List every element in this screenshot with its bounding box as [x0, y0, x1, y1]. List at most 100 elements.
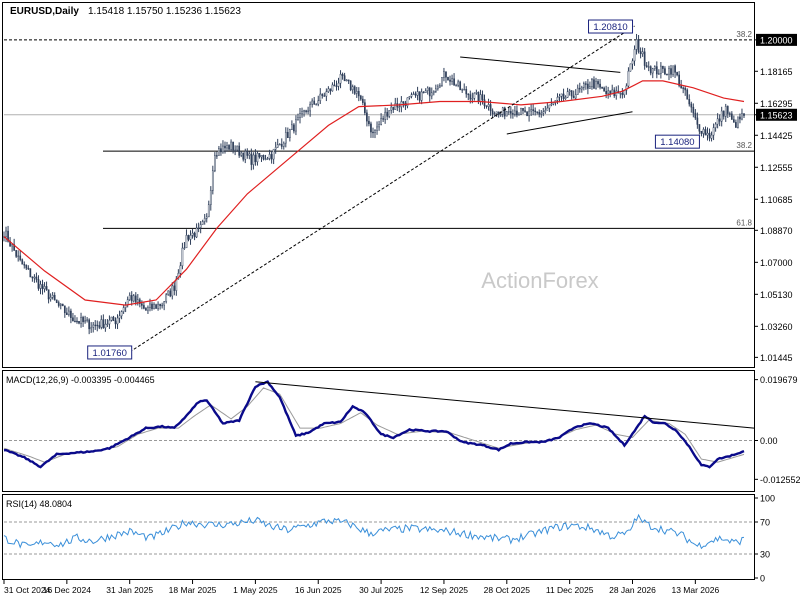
candle-body-291 — [593, 79, 595, 89]
candle-body-108 — [222, 145, 224, 153]
candle-body-284 — [578, 87, 581, 90]
candle-body-238 — [485, 105, 488, 107]
candle-body-278 — [566, 91, 569, 98]
candle-body-312 — [635, 39, 638, 50]
candle-body-102 — [209, 190, 212, 205]
candle-body-123 — [252, 154, 255, 165]
candle-body-21 — [45, 286, 48, 291]
candle-body-269 — [548, 104, 551, 109]
candle-body-275 — [560, 93, 563, 97]
candle-body-274 — [558, 95, 561, 98]
candle-body-280 — [570, 90, 573, 97]
candle-body-28 — [59, 304, 62, 306]
candle-body-160 — [327, 88, 330, 92]
x-tick-label-6: 30 Jul 2025 — [359, 585, 403, 595]
candle-body-246 — [501, 107, 504, 115]
candle-body-100 — [205, 216, 208, 219]
chart-header-ohlc: 1.15418 1.15750 1.15236 1.15623 — [88, 6, 241, 17]
price-annotation-2: 1.01760 — [93, 348, 127, 359]
candle-body-189 — [386, 111, 389, 117]
candle-body-90 — [185, 235, 188, 249]
candle-body-239 — [487, 104, 490, 107]
candle-body-350 — [712, 127, 715, 136]
candle-body-59 — [122, 307, 125, 312]
candle-body-62 — [128, 295, 131, 300]
candle-body-91 — [187, 235, 190, 240]
candle-body-125 — [256, 153, 259, 163]
price-y-tick-label-4: 1.14425 — [760, 131, 793, 141]
candle-body-40 — [84, 320, 86, 323]
candle-body-174 — [355, 90, 358, 94]
candle-body-258 — [526, 111, 528, 117]
candle-body-332 — [676, 72, 678, 76]
candle-body-217 — [443, 71, 445, 78]
candle-body-171 — [349, 80, 352, 91]
candle-body-348 — [708, 132, 711, 139]
candle-body-241 — [491, 110, 494, 114]
candle-body-235 — [479, 94, 482, 102]
candle-body-87 — [179, 265, 182, 274]
candle-body-203 — [414, 93, 417, 96]
candle-body-330 — [672, 65, 674, 75]
candle-body-304 — [619, 92, 622, 95]
candle-body-192 — [392, 106, 395, 110]
candle-body-362 — [737, 116, 739, 128]
candle-body-356 — [724, 106, 727, 117]
candle-body-187 — [382, 118, 384, 120]
candle-body-96 — [197, 227, 200, 229]
macd-y-tick-label-1: 0.00 — [760, 436, 778, 446]
candle-body-22 — [47, 289, 50, 300]
candle-body-202 — [412, 93, 415, 95]
candle-body-44 — [92, 324, 95, 328]
candle-body-154 — [315, 103, 318, 106]
rsi-title: RSI(14) 48.0804 — [6, 499, 72, 509]
candle-body-237 — [483, 99, 486, 106]
candle-body-316 — [643, 51, 646, 66]
candle-body-24 — [51, 295, 54, 298]
candle-body-37 — [78, 320, 80, 324]
candle-body-48 — [100, 319, 103, 328]
price-trendline-2 — [506, 111, 633, 135]
candle-body-10 — [23, 264, 26, 266]
candle-body-36 — [76, 320, 78, 323]
candle-body-353 — [718, 118, 721, 122]
candle-body-109 — [224, 145, 226, 149]
candle-body-73 — [151, 303, 153, 309]
rsi-panel-frame — [2, 494, 755, 580]
candle-body-35 — [74, 320, 76, 323]
candle-body-131 — [268, 154, 271, 159]
candle-body-106 — [218, 148, 220, 156]
price-y-tick-label-11: 1.01445 — [760, 353, 793, 363]
candle-body-181 — [370, 123, 372, 133]
x-tick-label-8: 28 Oct 2025 — [484, 585, 531, 595]
fib-level-label-1: 38.2 — [736, 141, 752, 150]
candle-body-140 — [286, 131, 289, 139]
candle-body-2 — [7, 230, 9, 242]
candle-body-248 — [505, 111, 508, 117]
candle-body-33 — [70, 310, 72, 318]
candle-body-363 — [739, 116, 741, 120]
price-annotation-0: 1.20810 — [593, 22, 627, 33]
candle-body-58 — [120, 311, 123, 317]
candle-body-299 — [609, 90, 612, 94]
candle-body-256 — [522, 107, 524, 111]
candle-body-184 — [376, 126, 378, 131]
candle-body-18 — [39, 284, 42, 289]
candle-body-11 — [25, 264, 28, 269]
rsi-y-tick-label-3: 0 — [760, 574, 765, 584]
candle-body-361 — [735, 122, 737, 128]
candle-body-297 — [605, 91, 607, 94]
candle-body-93 — [191, 232, 194, 236]
candle-body-276 — [562, 93, 565, 99]
candle-body-283 — [576, 87, 579, 95]
candle-body-175 — [357, 90, 360, 97]
candle-body-162 — [331, 84, 334, 92]
candle-body-103 — [211, 170, 214, 191]
candle-body-329 — [670, 68, 672, 75]
candle-body-183 — [374, 130, 376, 133]
candle-body-335 — [682, 87, 685, 89]
candle-body-67 — [138, 299, 141, 304]
candle-body-229 — [467, 93, 470, 96]
candle-body-122 — [250, 153, 253, 165]
price-y-tag-box-0 — [756, 33, 797, 46]
